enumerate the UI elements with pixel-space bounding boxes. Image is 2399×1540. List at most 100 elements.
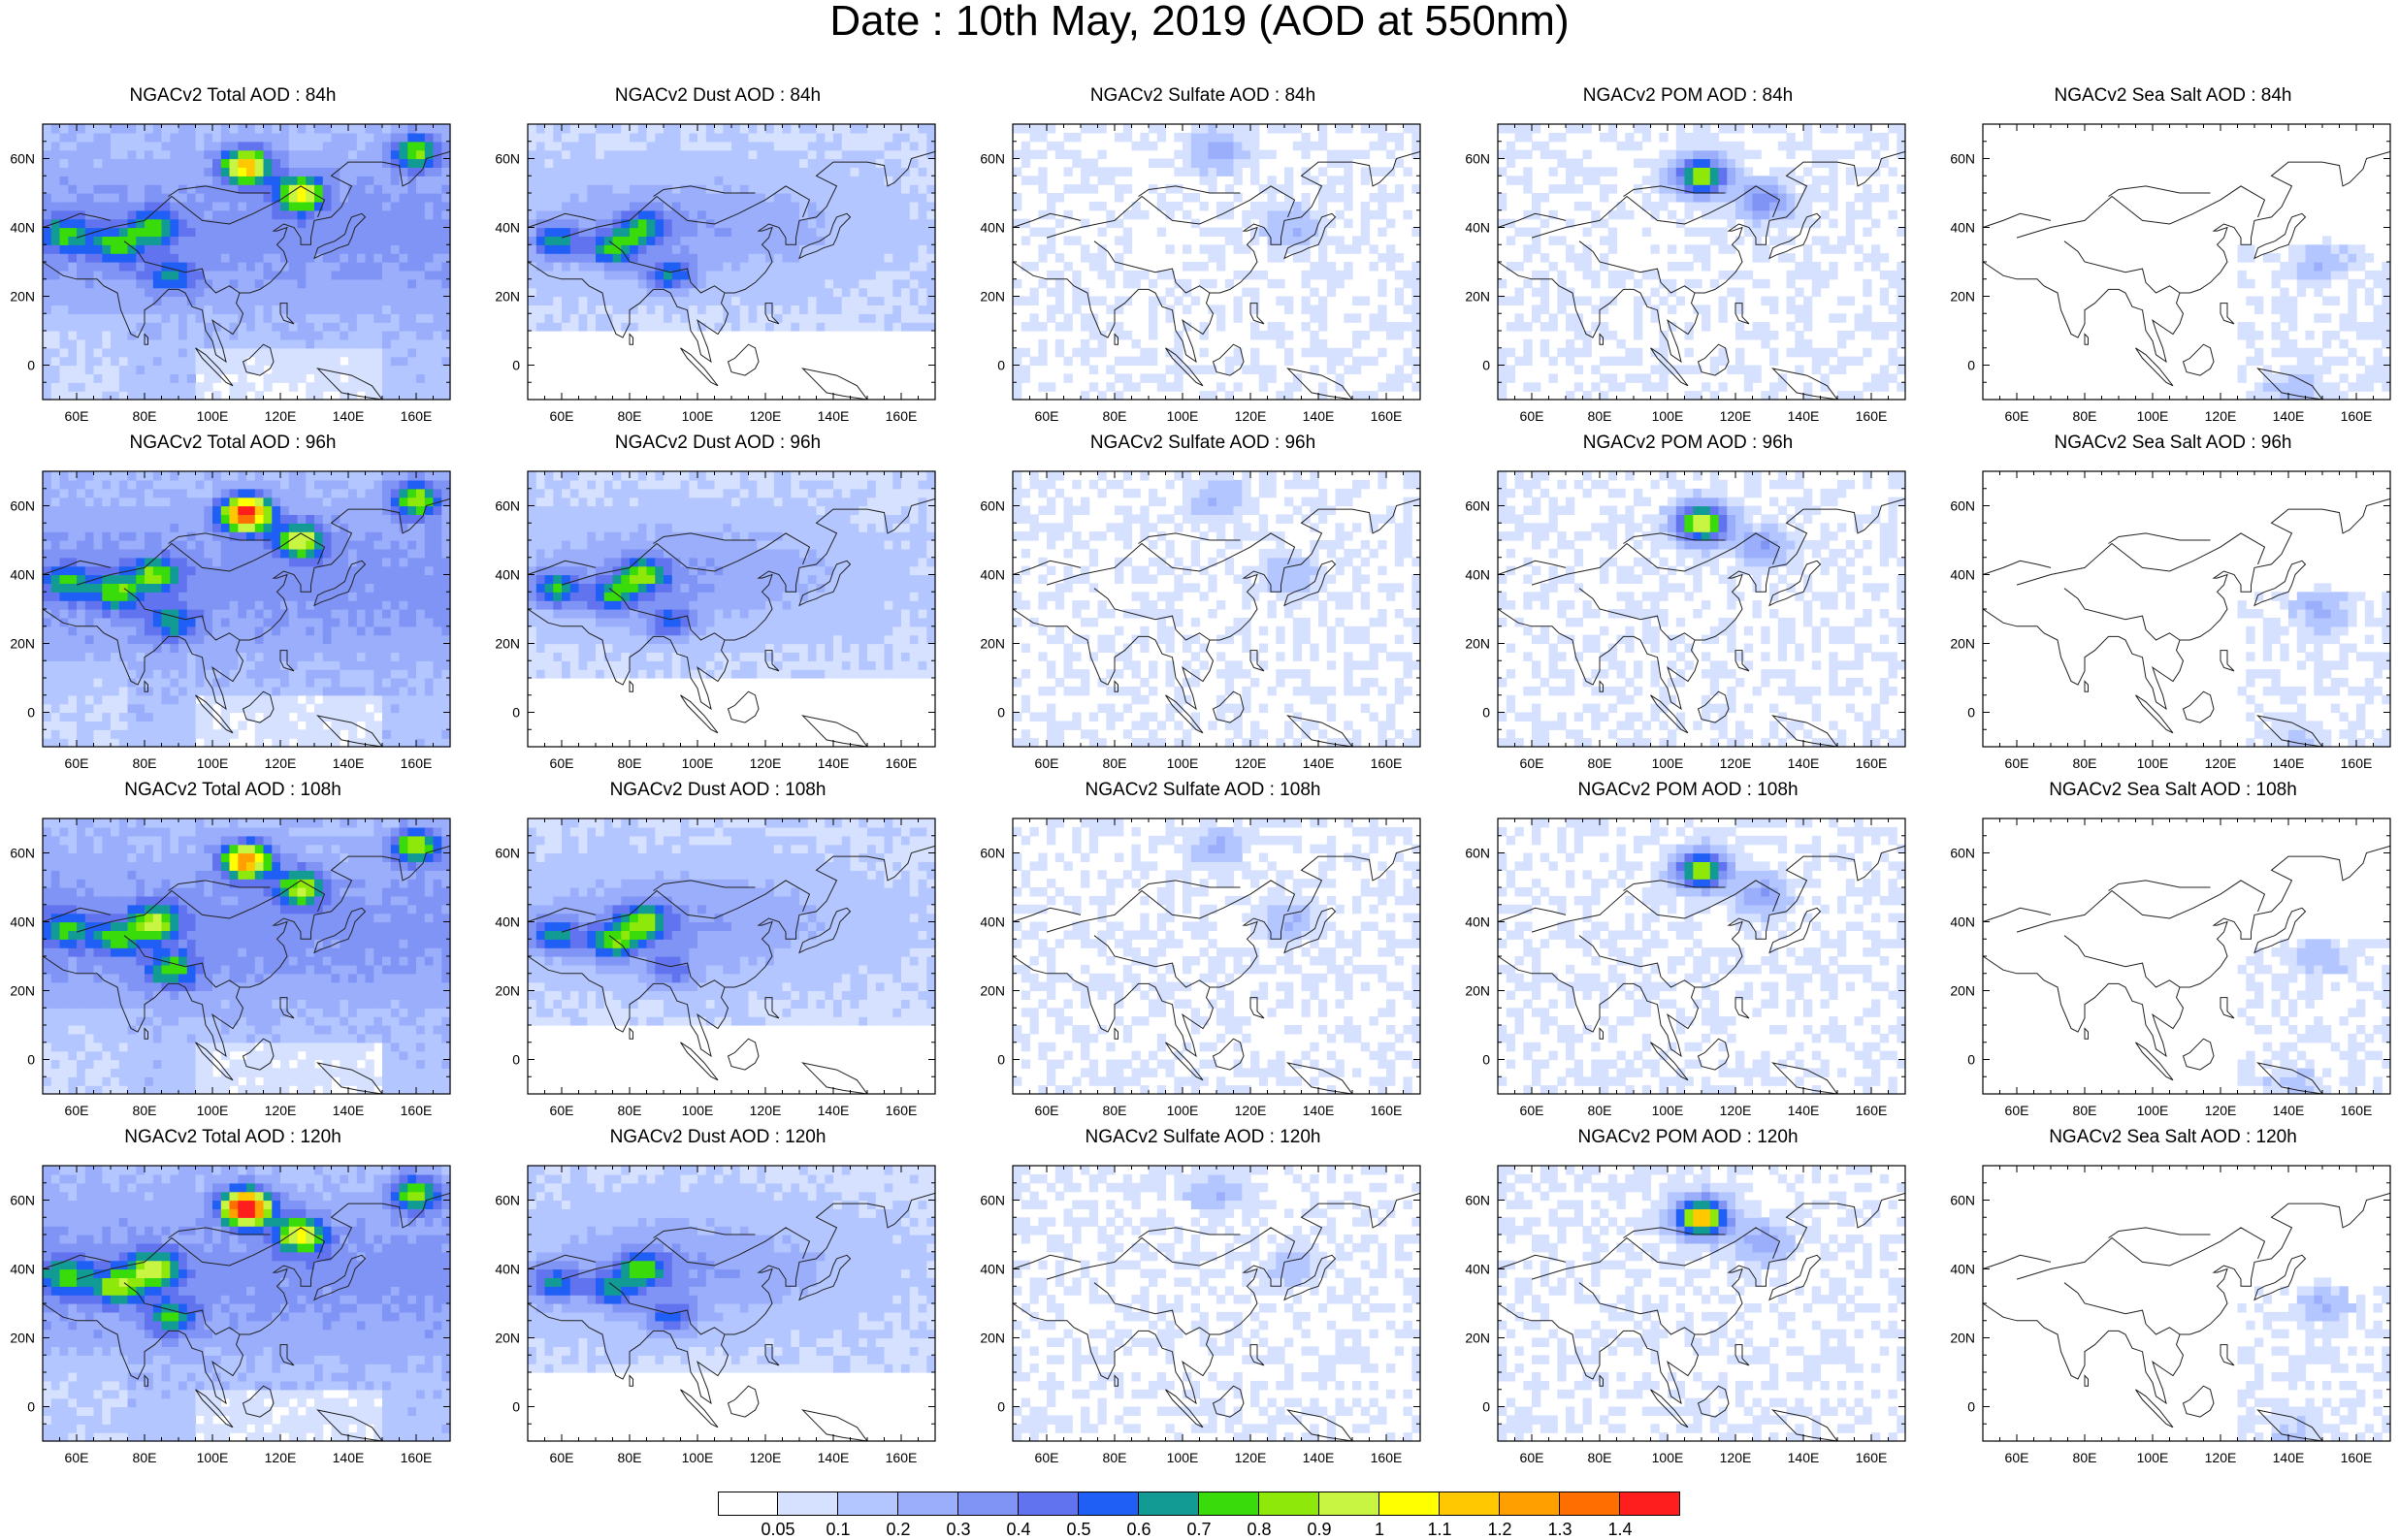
aod-cell	[1140, 373, 1150, 383]
aod-cell	[1149, 322, 1158, 332]
aod-cell	[1557, 305, 1567, 314]
aod-cell	[1216, 253, 1226, 263]
lon-tick-label: 120E	[2205, 408, 2237, 424]
aod-cell	[909, 201, 920, 211]
aod-cell	[1548, 373, 1558, 383]
aod-cell	[365, 149, 374, 160]
aod-cell	[50, 531, 61, 541]
aod-cell	[1566, 253, 1575, 263]
aod-cell	[739, 124, 750, 134]
aod-cell	[1054, 149, 1065, 160]
aod-cell	[1318, 184, 1328, 194]
aod-cell	[322, 356, 333, 367]
aod-cell	[612, 141, 622, 151]
lat-tick-label: 40N	[1465, 220, 1490, 236]
aod-cell	[382, 141, 392, 151]
aod-cell	[655, 253, 665, 263]
aod-cell	[1224, 278, 1235, 289]
aod-cell	[314, 218, 324, 229]
aod-cell	[84, 712, 95, 722]
aod-cell	[272, 278, 281, 289]
aod-cell	[1411, 331, 1421, 340]
aod-cell	[1820, 236, 1830, 245]
aod-cell	[340, 253, 349, 263]
aod-cell	[297, 132, 307, 143]
aod-cell	[1743, 331, 1754, 340]
aod-cell	[578, 132, 588, 143]
aod-cell	[689, 141, 698, 151]
aod-cell	[297, 149, 307, 160]
aod-cell	[603, 124, 614, 134]
aod-cell	[1514, 313, 1524, 323]
aod-cell	[178, 278, 188, 289]
aod-cell	[1837, 338, 1847, 349]
aod-cell	[2356, 244, 2366, 254]
aod-cell	[562, 313, 571, 323]
aod-cell	[901, 270, 911, 280]
aod-cell	[1250, 176, 1260, 185]
aod-cell	[1863, 167, 1872, 176]
aod-cell	[373, 365, 383, 374]
aod-cell	[433, 167, 442, 176]
aod-cell	[637, 184, 648, 194]
aod-cell	[1532, 270, 1541, 280]
aod-cell	[697, 149, 707, 160]
aod-cell	[791, 322, 800, 332]
aod-cell	[348, 244, 358, 254]
aod-cell	[77, 331, 86, 340]
aod-cell	[1233, 356, 1243, 367]
aod-cell	[1540, 270, 1550, 280]
aod-cell	[1310, 347, 1319, 358]
aod-cell	[630, 262, 639, 272]
aod-cell	[118, 347, 129, 358]
aod-cell	[1318, 262, 1328, 272]
aod-cell	[59, 338, 69, 349]
aod-cell	[68, 729, 78, 739]
aod-cell	[1837, 244, 1847, 254]
aod-cell	[748, 193, 758, 203]
aod-cell	[340, 209, 349, 220]
aod-cell	[2254, 382, 2264, 392]
aod-cell	[1752, 218, 1762, 229]
aod-cell	[1097, 262, 1107, 272]
aod-cell	[1752, 227, 1762, 237]
aod-cell	[390, 193, 401, 203]
lat-tick-label: 60N	[1465, 151, 1490, 167]
aod-cell	[901, 253, 911, 263]
aod-cell	[356, 132, 367, 143]
aod-cell	[93, 712, 103, 722]
aod-cell	[1038, 382, 1048, 392]
aod-cell	[297, 338, 307, 349]
aod-cell	[535, 236, 546, 245]
aod-cell	[1811, 356, 1822, 367]
aod-cell	[59, 149, 69, 160]
aod-cell	[441, 244, 451, 254]
aod-cell	[553, 218, 563, 229]
aod-cell	[705, 322, 716, 332]
aod-cell	[186, 167, 197, 176]
aod-cell	[1675, 149, 1686, 160]
aod-cell	[884, 132, 893, 143]
aod-cell	[680, 278, 690, 289]
aod-cell	[77, 669, 86, 679]
aod-cell	[2356, 373, 2366, 383]
aod-field	[1013, 124, 1421, 401]
aod-cell	[2373, 373, 2383, 383]
aod-cell	[612, 313, 622, 323]
aod-cell	[528, 236, 537, 245]
aod-cell	[59, 365, 69, 374]
aod-cell	[2322, 382, 2332, 392]
aod-cell	[739, 262, 750, 272]
aod-cell	[1267, 236, 1277, 245]
aod-cell	[569, 313, 580, 323]
aod-cell	[1803, 124, 1813, 134]
aod-cell	[1540, 141, 1550, 151]
aod-cell	[680, 296, 690, 305]
aod-cell	[1224, 201, 1235, 211]
aod-cell	[1149, 347, 1158, 358]
aod-cell	[1675, 124, 1686, 134]
aod-cell	[850, 158, 859, 168]
aod-cell	[697, 184, 707, 194]
aod-cell	[1038, 253, 1048, 263]
aod-cell	[1829, 149, 1838, 160]
